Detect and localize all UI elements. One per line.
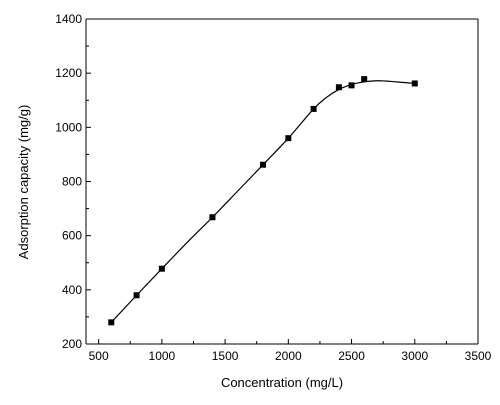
data-point	[260, 161, 267, 168]
y-tick-label-800: 800	[62, 175, 82, 189]
x-tick-label-2000: 2000	[275, 349, 302, 363]
y-tick-label-200: 200	[62, 337, 82, 351]
y-tick-label-1400: 1400	[55, 12, 82, 26]
data-point	[158, 265, 165, 272]
x-tick-label-500: 500	[89, 349, 109, 363]
plot-area	[85, 18, 479, 345]
fit-curve	[110, 80, 415, 323]
data-point	[133, 292, 140, 299]
data-point	[335, 84, 342, 91]
y-tick-label-1200: 1200	[55, 66, 82, 80]
data-point	[285, 135, 292, 142]
data-point	[108, 319, 115, 326]
x-tick-label-3000: 3000	[401, 349, 428, 363]
y-axis-title: Adsorption capacity (mg/g)	[16, 105, 31, 260]
y-tick-label-1000: 1000	[55, 120, 82, 134]
data-point	[348, 82, 355, 89]
x-axis-title: Concentration (mg/L)	[221, 375, 343, 390]
ticks	[86, 18, 479, 345]
tick-labels: 500 1000 1500 2000 2500 3000 3500 200 400 600 800 1…	[55, 12, 491, 363]
x-tick-label-3500: 3500	[465, 349, 492, 363]
data-point	[361, 76, 368, 83]
data-markers	[108, 76, 418, 326]
y-tick-label-400: 400	[62, 283, 82, 297]
data-point	[209, 214, 216, 221]
x-tick-label-2500: 2500	[338, 349, 365, 363]
data-point	[411, 80, 418, 87]
x-tick-label-1000: 1000	[149, 349, 176, 363]
y-tick-label-600: 600	[62, 229, 82, 243]
x-tick-label-1500: 1500	[212, 349, 239, 363]
data-point	[310, 105, 317, 112]
